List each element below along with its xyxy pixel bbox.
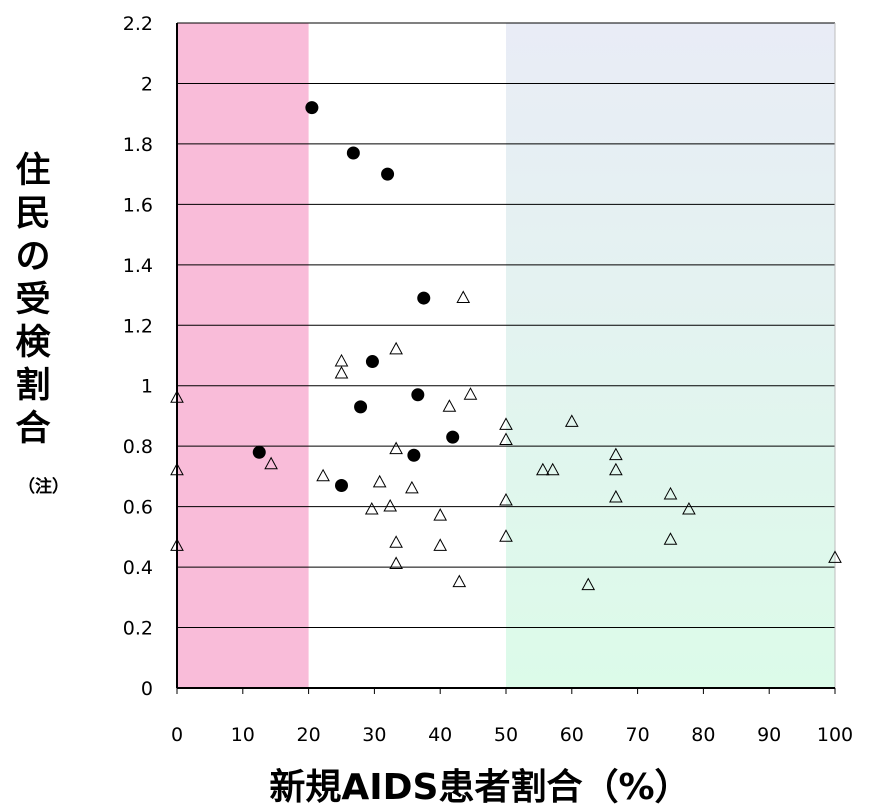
x-tick-label: 100 — [817, 724, 853, 746]
data-point-triangle — [334, 365, 349, 379]
x-tick-label: 20 — [297, 724, 321, 746]
y-tick-label: 0.6 — [123, 497, 153, 519]
data-point-circle — [252, 445, 266, 459]
data-point-triangle — [334, 353, 349, 367]
data-point-triangle — [581, 577, 596, 591]
y-tick-label: 1.2 — [123, 315, 153, 337]
x-tick-label: 70 — [626, 724, 650, 746]
data-point-circle — [417, 291, 431, 305]
data-point-triangle — [682, 502, 696, 515]
y-tick-label: 2 — [141, 73, 153, 95]
y-tick-label: 1.4 — [123, 255, 153, 277]
data-point-triangle — [536, 462, 550, 476]
data-point-triangle — [264, 456, 278, 470]
data-point-triangle — [433, 538, 448, 551]
x-tick-label: 60 — [560, 724, 584, 746]
data-point-triangle — [828, 550, 842, 563]
y-tick-label: 0 — [141, 678, 153, 700]
data-point-triangle — [433, 508, 448, 521]
data-point-circle — [446, 430, 460, 444]
y-tick-label: 0.4 — [123, 557, 153, 579]
x-tick-label: 0 — [171, 724, 183, 746]
y-tick-label: 0.2 — [123, 618, 153, 640]
data-point-triangle — [442, 399, 457, 412]
data-point-triangle — [456, 290, 471, 303]
data-point-triangle — [389, 441, 403, 455]
data-point-triangle — [389, 556, 403, 569]
data-point-circle — [381, 167, 395, 181]
y-tick-label: 1 — [141, 376, 153, 398]
x-axis-label: 新規AIDS患者割合（%） — [269, 767, 691, 808]
data-point-circle — [305, 101, 319, 115]
data-point-triangle — [545, 462, 560, 476]
y-tick-label: 0.8 — [123, 436, 153, 458]
data-point-triangle — [499, 492, 513, 506]
data-point-triangle — [405, 480, 419, 494]
data-point-triangle — [170, 462, 184, 476]
y-tick-label: 1.8 — [123, 134, 153, 156]
data-point-triangle — [364, 502, 379, 515]
data-point-circle — [354, 400, 368, 414]
x-tick-label: 30 — [362, 724, 386, 746]
x-tick-label: 10 — [231, 724, 255, 746]
data-point-triangle — [372, 474, 387, 488]
data-point-triangle — [383, 498, 398, 512]
data-point-circle — [407, 448, 421, 462]
data-point-triangle — [499, 432, 513, 446]
y-tick-label: 1.6 — [123, 194, 153, 216]
y-tick-label: 2.2 — [123, 13, 153, 35]
x-tick-label: 80 — [691, 724, 715, 746]
data-point-circle — [365, 355, 379, 369]
x-tick-label: 50 — [494, 724, 518, 746]
data-point-triangle — [316, 468, 330, 482]
data-point-triangle — [389, 341, 403, 355]
band-low — [177, 23, 309, 688]
data-point-triangle — [499, 529, 513, 542]
x-tick-label: 90 — [757, 724, 781, 746]
data-point-triangle — [609, 447, 623, 461]
data-point-triangle — [663, 532, 678, 545]
data-point-triangle — [170, 390, 184, 403]
data-point-triangle — [609, 489, 623, 503]
data-point-circle — [346, 146, 360, 160]
x-tick-label: 40 — [428, 724, 452, 746]
data-point-triangle — [463, 387, 478, 400]
data-point-triangle — [452, 574, 467, 588]
data-point-triangle — [499, 417, 513, 430]
data-point-triangle — [170, 538, 184, 551]
band-high — [506, 23, 835, 688]
data-point-triangle — [663, 486, 678, 500]
data-point-circle — [411, 388, 425, 402]
y-axis-label: 住民の受検割合 — [15, 151, 51, 449]
data-point-triangle — [609, 462, 623, 476]
data-point-triangle — [389, 535, 403, 548]
data-point-circle — [335, 478, 348, 492]
y-axis-label-note: （注） — [18, 477, 69, 497]
data-point-triangle — [564, 414, 579, 427]
